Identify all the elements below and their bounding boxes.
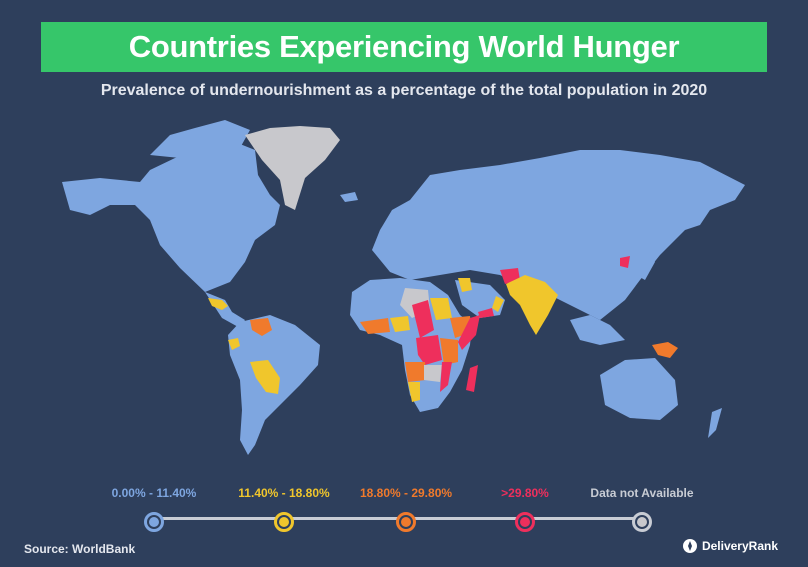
region-nigeria — [390, 316, 410, 332]
legend: 0.00% - 11.40% 11.40% - 18.80% 18.80% - … — [0, 486, 808, 536]
legend-label: Data not Available — [590, 486, 694, 500]
region-somalia — [458, 315, 480, 350]
region-bolivia-paraguay — [250, 360, 280, 394]
delivery-rank-logo-icon — [682, 539, 697, 553]
region-eurasia — [372, 150, 745, 320]
region-oman — [492, 296, 504, 312]
region-sudan — [430, 298, 452, 320]
region-mozambique — [440, 362, 452, 392]
region-iceland-scandinavia — [340, 192, 358, 202]
legend-label: 0.00% - 11.40% — [111, 486, 197, 500]
region-west-africa — [360, 318, 390, 334]
brand-name: DeliveryRank — [701, 539, 778, 553]
world-map — [62, 120, 745, 455]
legend-dot-icon — [144, 512, 164, 532]
legend-dot-icon — [274, 512, 294, 532]
region-madagascar — [466, 365, 478, 392]
legend-dot-icon — [515, 512, 535, 532]
legend-dot-icon — [632, 512, 652, 532]
legend-dot-icon — [396, 512, 416, 532]
region-pakistan-india — [506, 275, 558, 335]
source-note: Source: WorldBank — [24, 542, 136, 556]
legend-item-na: Data not Available — [572, 486, 712, 532]
region-guatemala-honduras — [208, 298, 228, 310]
region-australia — [600, 358, 678, 420]
region-namibia — [408, 382, 420, 402]
region-central-america — [205, 292, 245, 328]
region-southeast-asia — [570, 315, 625, 345]
region-japan — [636, 250, 655, 280]
legend-item-severe: >29.80% — [455, 486, 595, 532]
region-canadian-arctic — [150, 120, 250, 158]
region-angola — [405, 362, 426, 382]
region-iraq — [458, 278, 472, 292]
legend-label: >29.80% — [501, 486, 549, 500]
region-venezuela — [250, 318, 272, 336]
region-papua-new-guinea — [652, 342, 678, 358]
region-new-zealand — [708, 408, 722, 438]
region-north-america — [62, 140, 280, 292]
page-subtitle: Prevalence of undernourishment as a perc… — [100, 82, 708, 99]
legend-item-high: 18.80% - 29.80% — [336, 486, 476, 532]
legend-item-low: 0.00% - 11.40% — [84, 486, 224, 532]
legend-item-mid: 11.40% - 18.80% — [214, 486, 354, 532]
region-north-korea — [620, 256, 630, 268]
region-greenland — [245, 126, 340, 210]
region-chad-car — [412, 300, 434, 338]
legend-label: 18.80% - 29.80% — [359, 486, 453, 500]
title-banner: Countries Experiencing World Hunger — [41, 22, 767, 72]
page-title: Countries Experiencing World Hunger — [128, 29, 680, 64]
legend-label: 11.40% - 18.80% — [238, 486, 330, 500]
region-drc — [416, 335, 442, 365]
region-ecuador — [228, 338, 240, 350]
region-southern-na — [424, 365, 442, 382]
region-kenya-tanzania — [440, 338, 458, 365]
region-yemen — [478, 308, 494, 318]
brand-logo: DeliveryRank — [682, 538, 778, 554]
